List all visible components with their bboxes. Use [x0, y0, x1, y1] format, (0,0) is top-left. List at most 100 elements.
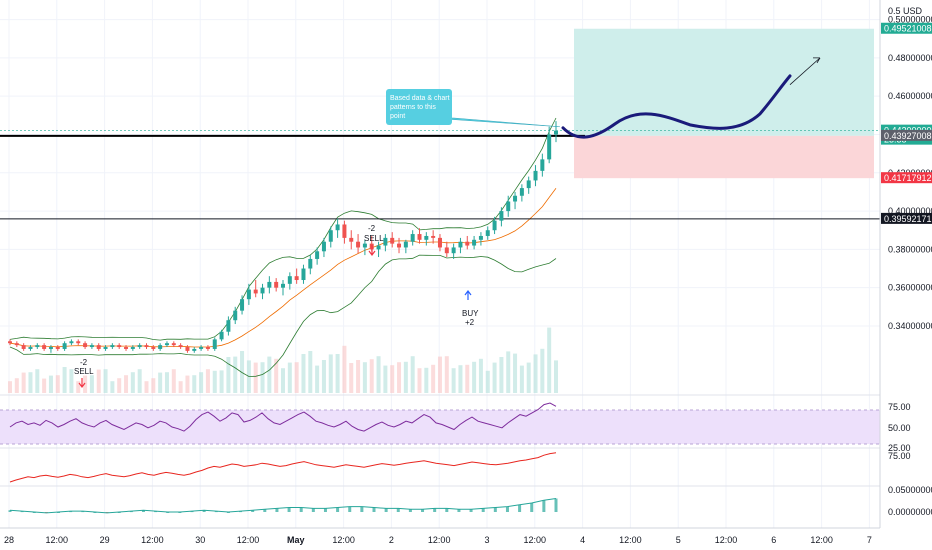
candle-body [362, 243, 367, 248]
volume-bar [144, 381, 149, 393]
candle-body [465, 241, 470, 246]
candle-body [356, 241, 361, 248]
macd-bar [505, 506, 509, 512]
candle-body [390, 237, 395, 244]
volume-bar [226, 357, 231, 393]
projection-arrow [789, 57, 821, 85]
volume-bar [478, 358, 483, 393]
macd-bar [408, 509, 412, 512]
macd-bar [32, 512, 36, 513]
candle-body [240, 299, 245, 311]
signal-buy-1: BUY +2 [462, 290, 479, 327]
volume-bar [240, 351, 245, 393]
time-tick: 12:00 [715, 535, 738, 545]
volume-bar [42, 378, 47, 393]
volume-bar [437, 356, 442, 393]
time-tick: 12:00 [810, 535, 833, 545]
macd-bar [360, 506, 364, 512]
candle-body [472, 239, 477, 246]
macd-bar [202, 510, 206, 512]
candle-body [424, 235, 429, 240]
buy-label-1: BUY [462, 309, 479, 318]
candle-body [335, 224, 340, 231]
sell-arrow-icon [368, 245, 376, 256]
price-label-text: 0.39592171 [884, 214, 932, 224]
candle-body [376, 245, 381, 250]
candle-body [55, 347, 60, 349]
time-ticks: 28 12:00 29 12:00 30 12:00 May 12:00 2 12:00 3 12:0… [4, 535, 872, 545]
price-label-text: 0.49521008 [884, 24, 932, 34]
volume-bar [14, 378, 19, 393]
macd-bar [445, 508, 449, 512]
time-tick: 12:00 [428, 535, 451, 545]
candle-body [444, 247, 449, 254]
volume-bar [301, 354, 306, 393]
volume-bar [117, 378, 122, 393]
candle-body [315, 251, 320, 259]
volume-bar [485, 370, 490, 393]
candle-body [513, 195, 518, 202]
volume-bar [48, 375, 53, 393]
macd-bar [299, 507, 303, 512]
volume-bar [130, 372, 135, 393]
macd-bar [239, 511, 243, 513]
candle-body [144, 345, 149, 348]
price-ticks: 0.520000000.500000000.480000000.46000000… [888, 15, 932, 331]
price-projection[interactable] [561, 57, 821, 139]
signal-sell-2: -2 SELL [364, 224, 384, 256]
volume-bar [199, 372, 204, 393]
candle-body [137, 345, 142, 348]
candle-body [69, 341, 74, 344]
candle-body [21, 345, 26, 349]
candle-body [308, 258, 313, 269]
candle-body [554, 130, 558, 135]
candle-body [171, 343, 176, 346]
time-tick: 7 [867, 535, 872, 545]
candle-body [485, 230, 490, 236]
macd-bar [372, 507, 376, 512]
candle-body [226, 320, 231, 332]
stop-zone[interactable] [574, 135, 874, 179]
price-tick: 0.46000000 [888, 91, 932, 101]
candle-body [492, 220, 497, 231]
candle-body [301, 268, 306, 281]
horizontal-lines[interactable] [0, 130, 880, 220]
candle-body [403, 241, 408, 248]
volume-bar [369, 359, 374, 393]
signal-sell-1: -2 SELL [74, 358, 94, 388]
macd-tick-005: 0.05000000 [888, 485, 932, 495]
candle-body [83, 343, 88, 348]
long-position-tool[interactable] [574, 28, 874, 179]
volume-bar [356, 360, 361, 393]
price-axis[interactable]: 0.5 USD 0.520000000.500000000.480000000.… [879, 0, 932, 528]
volume-bar [164, 372, 169, 393]
candle-body [35, 345, 40, 348]
macd-bar [8, 510, 12, 512]
volume-bar [281, 368, 285, 393]
candle-body [526, 180, 531, 189]
volume-bar [424, 367, 429, 393]
callout-annotation[interactable]: Based data & chart patterns to this poin… [386, 89, 561, 128]
macd-line [9, 498, 557, 514]
candle-body [287, 276, 292, 284]
time-tick: 12:00 [141, 535, 164, 545]
time-axis[interactable]: 28 12:00 29 12:00 30 12:00 May 12:00 2 12:00 3 12:0… [0, 527, 880, 545]
candle-body [89, 345, 94, 348]
price-label-text: 0.41717912 [884, 173, 932, 183]
candle-body [205, 347, 210, 349]
candle-body [8, 341, 12, 344]
volume-bar [124, 375, 129, 393]
price-label-box [881, 22, 932, 34]
candle-body [410, 234, 415, 242]
candle-body [151, 347, 156, 349]
macd-bar [348, 506, 352, 512]
time-tick: 28 [4, 535, 14, 545]
candle-body [246, 289, 251, 300]
volume-bar [76, 381, 81, 393]
volume-bar [260, 362, 265, 393]
buy-qty-1: +2 [465, 318, 475, 327]
volume-bar [219, 370, 224, 393]
candle-body [158, 345, 163, 349]
volume-bar [465, 364, 470, 393]
